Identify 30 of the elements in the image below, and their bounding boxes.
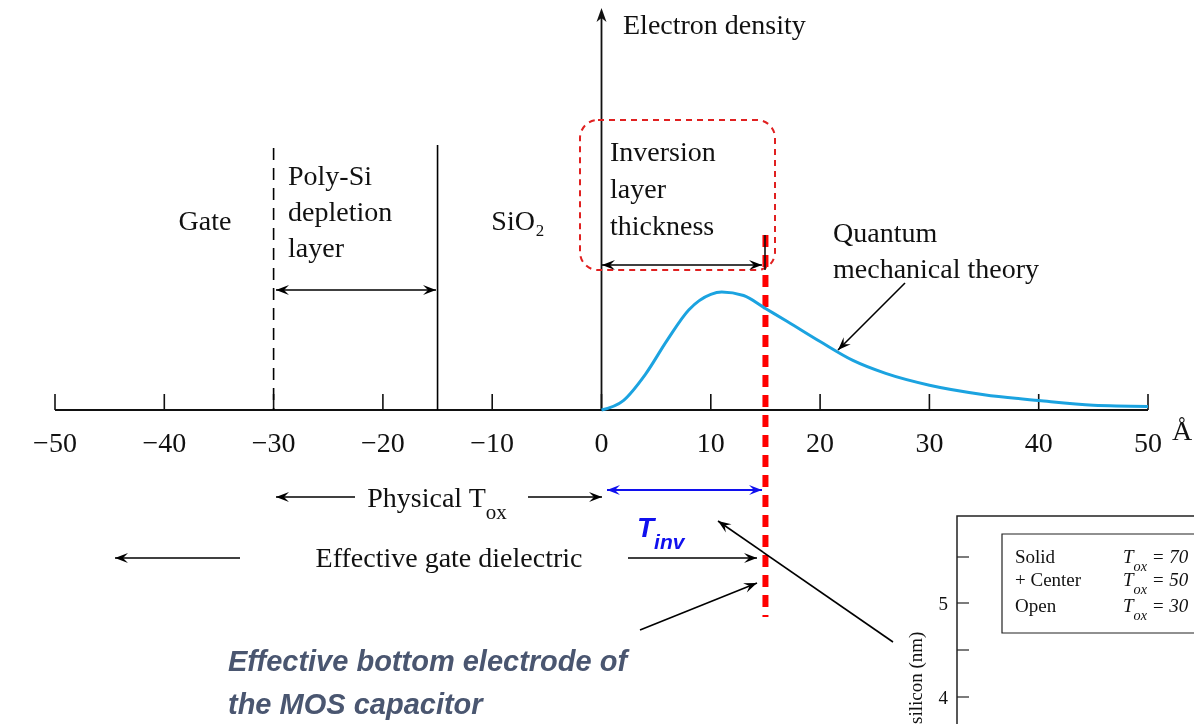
text: Open xyxy=(1015,595,1057,616)
text: Electron density xyxy=(623,9,806,40)
x-tick-label: 10 xyxy=(696,427,725,458)
x-tick-label: −20 xyxy=(361,427,405,458)
text: Gate xyxy=(178,205,232,236)
x-tick-label: 50 xyxy=(1134,427,1162,458)
x-tick-label: −30 xyxy=(251,427,296,458)
text: Poly-Si depletion layer xyxy=(288,160,393,263)
text: Effective bottom electrode of the MOS capacitor xyxy=(228,645,631,720)
text: 4 xyxy=(938,687,949,708)
x-tick-label: 30 xyxy=(915,427,944,458)
x-tick-label: −40 xyxy=(142,427,187,458)
text: Physical T$_{ox}$ xyxy=(367,482,508,524)
x-tick-label: −10 xyxy=(470,427,515,458)
text: T$_{ox}$ = 70 xyxy=(1123,546,1189,574)
text: 5 xyxy=(938,593,948,614)
x-tick-label: −50 xyxy=(33,427,77,458)
text: Solid xyxy=(1015,546,1056,567)
x-tick-label: 40 xyxy=(1024,427,1053,458)
text: Inversion layer thickness xyxy=(610,136,716,241)
x-tick-label: 20 xyxy=(806,427,835,458)
text: SiO₂ xyxy=(491,205,545,236)
text: Effective gate dielectric xyxy=(315,542,583,573)
x-tick-label: 0 xyxy=(594,427,609,458)
text: Quantum mechanical theory xyxy=(833,217,1040,284)
text: silicon (nm) xyxy=(905,631,927,724)
text: T$_{ox}$ = 30 xyxy=(1123,595,1189,623)
text: + Center xyxy=(1015,569,1082,590)
x-axis-title: Å xyxy=(1172,415,1193,446)
text: T$_{inv}$ xyxy=(637,512,686,553)
